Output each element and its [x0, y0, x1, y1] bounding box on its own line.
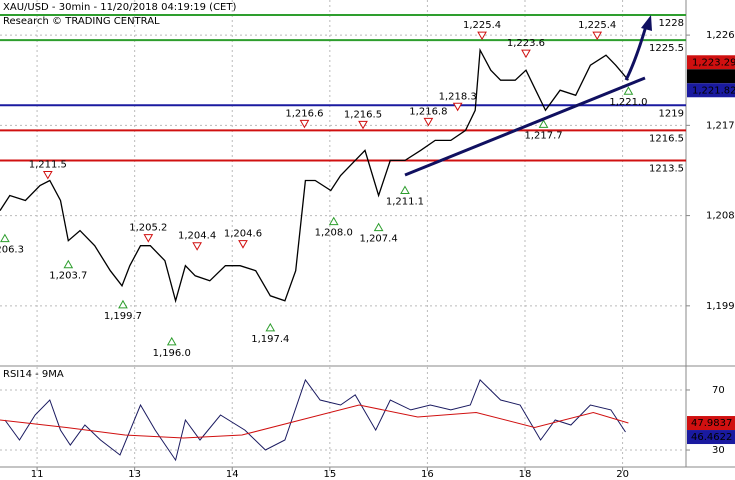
level-label: 1213.5 [649, 163, 684, 174]
price-label: 1,223.29 [692, 57, 735, 68]
price-box [687, 83, 735, 98]
high-marker [299, 119, 310, 129]
rsi-value-label: 47.9837 [691, 418, 732, 429]
low-marker [166, 336, 177, 346]
rsi-title: RSI14 - 9MA [3, 369, 64, 380]
high-label: 1,204.4 [178, 231, 216, 242]
high-label: 1,218.3 [439, 91, 477, 102]
high-marker [592, 31, 603, 41]
x-tick-label: 15 [323, 469, 336, 480]
low-label: 1,208.0 [315, 228, 353, 239]
low-label: 1,206.3 [0, 245, 24, 256]
low-marker [400, 185, 410, 195]
high-marker [238, 240, 248, 249]
rsi-tick-label: 70 [712, 385, 725, 396]
high-label: 1,205.2 [129, 223, 167, 234]
price-label: 1,221.82 [692, 85, 735, 96]
high-label: 1,216.8 [409, 106, 447, 117]
high-label: 1,223.6 [507, 38, 545, 49]
y-tick-label: 1,217 [706, 120, 735, 131]
low-label: 1,221.0 [609, 97, 647, 108]
low-marker [265, 322, 276, 332]
forecast-arrow [624, 25, 648, 81]
level-label: 1225.5 [649, 43, 684, 54]
x-tick-label: 13 [128, 469, 141, 480]
rsi-tick-label: 30 [712, 445, 725, 456]
price-box [687, 55, 735, 70]
low-label: 1,197.4 [251, 334, 289, 345]
line-series [0, 47, 629, 304]
low-marker [328, 216, 339, 226]
rsi-value-box [687, 416, 735, 431]
high-label: 1,211.5 [29, 159, 67, 170]
low-marker [623, 86, 634, 95]
x-tick-label: 20 [616, 469, 629, 480]
line-series [4, 378, 626, 462]
x-tick-label: 16 [421, 469, 434, 480]
low-label: 1,207.4 [360, 234, 398, 245]
trend-line [404, 76, 646, 177]
x-tick-label: 11 [31, 469, 44, 480]
high-marker [143, 234, 154, 243]
high-marker [358, 120, 368, 130]
rsi-value-box [687, 430, 735, 445]
high-label: 1,216.5 [344, 109, 382, 120]
high-label: 1,216.6 [285, 108, 323, 119]
line-series [0, 404, 629, 439]
low-label: 1,196.0 [153, 348, 191, 359]
low-marker [63, 259, 74, 269]
high-label: 1,225.4 [463, 20, 501, 31]
rsi-value-label: 46.4622 [691, 432, 732, 443]
high-marker [477, 31, 487, 41]
low-marker [373, 222, 384, 232]
x-tick-label: 14 [226, 469, 239, 480]
high-label: 1,204.6 [224, 229, 262, 240]
high-marker [452, 102, 463, 112]
low-label: 1,199.7 [104, 311, 142, 322]
chart-title: XAU/USD - 30min - 11/20/2018 04:19:19 (C… [3, 2, 236, 13]
y-tick-label: 1,226 [706, 30, 735, 41]
high-marker [192, 242, 202, 251]
low-marker [538, 119, 549, 128]
y-tick-label: 1,208 [706, 211, 735, 222]
level-label: 1228 [659, 18, 684, 29]
high-marker [42, 170, 53, 180]
price-label: 1,222.06 [692, 71, 735, 82]
low-marker [118, 299, 128, 309]
high-label: 1,225.4 [578, 20, 616, 31]
low-label: 1,203.7 [49, 271, 87, 282]
level-label: 1216.5 [649, 133, 684, 144]
high-marker [521, 49, 531, 59]
low-label: 1,211.1 [386, 197, 424, 208]
high-marker [423, 117, 434, 127]
y-tick-label: 1,199 [706, 301, 735, 312]
level-label: 1219 [659, 108, 684, 119]
low-marker [0, 233, 10, 243]
chart-subtitle: Research © TRADING CENTRAL [3, 16, 160, 27]
arrow-head [641, 15, 652, 31]
x-tick-label: 18 [519, 469, 532, 480]
low-label: 1,217.7 [524, 130, 562, 141]
price-box [687, 69, 735, 84]
